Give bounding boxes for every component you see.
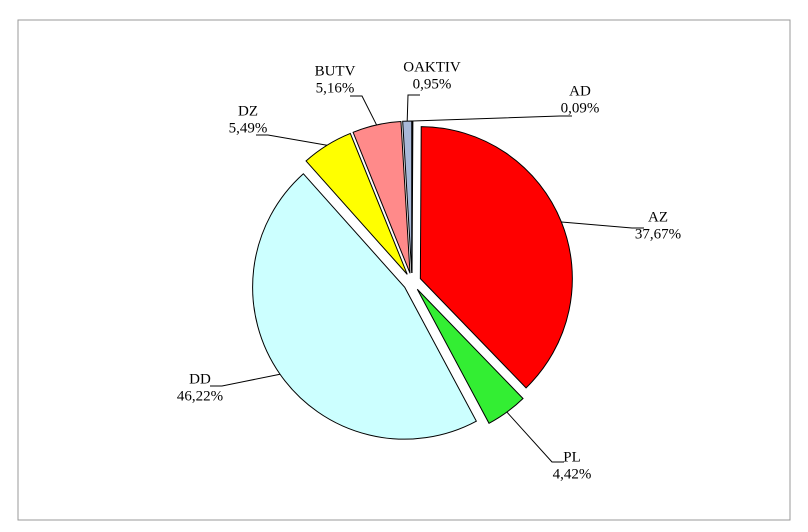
leader-line xyxy=(561,221,644,229)
pie-slice xyxy=(419,126,573,389)
pie-slice xyxy=(352,120,411,274)
pie-slice xyxy=(416,288,524,424)
slice-label: DZ xyxy=(238,103,258,119)
leader-line xyxy=(210,373,281,387)
leader-line xyxy=(506,411,564,463)
slice-label: AZ xyxy=(648,209,668,225)
leader-line xyxy=(412,115,572,122)
slice-value-label: 5,16% xyxy=(316,80,355,96)
slice-value-label: 0,09% xyxy=(561,100,600,116)
leader-line xyxy=(406,94,420,122)
slice-value-label: 37,67% xyxy=(635,226,681,242)
leader-line xyxy=(350,95,378,126)
slice-label: AD xyxy=(569,83,591,99)
slice-label: OAKTIV xyxy=(403,59,461,75)
slice-label: BUTV xyxy=(315,63,356,79)
slice-value-label: 46,22% xyxy=(177,388,223,404)
slice-value-label: 4,42% xyxy=(553,466,592,482)
pie-slice xyxy=(252,173,478,440)
slice-value-label: 0,95% xyxy=(413,76,452,92)
slice-value-label: 5,49% xyxy=(229,120,268,136)
pie-slice xyxy=(305,132,408,275)
pie-slice xyxy=(402,120,413,274)
leader-line xyxy=(256,134,328,146)
slice-label: PL xyxy=(563,449,581,465)
slice-label: DD xyxy=(189,371,211,387)
